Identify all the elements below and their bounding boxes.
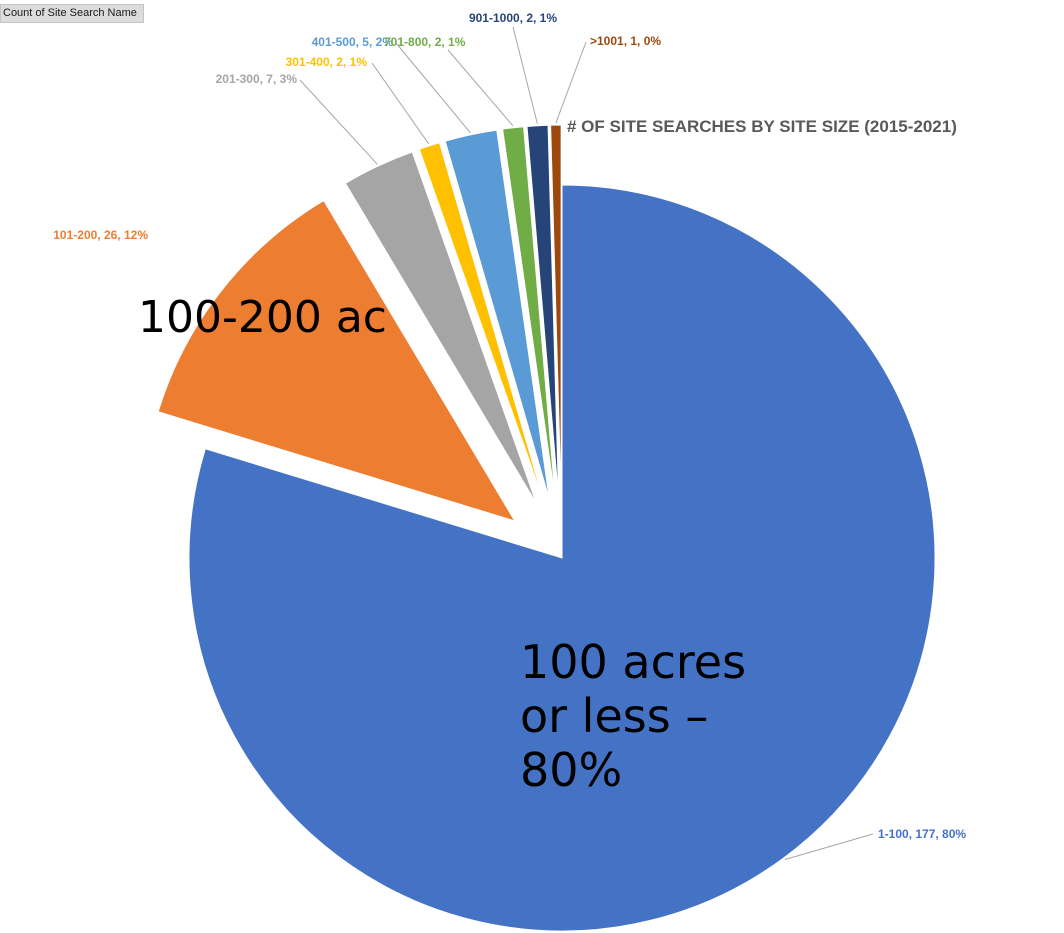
- pie-slice-1-100[interactable]: [188, 184, 936, 932]
- chart-title: # OF SITE SEARCHES BY SITE SIZE (2015-20…: [567, 117, 957, 136]
- pie-slice-301-400[interactable]: [418, 142, 545, 502]
- leader-line: [299, 79, 378, 165]
- data-label: 901-1000, 2, 1%: [469, 11, 557, 25]
- pie-slice-901-1000[interactable]: [526, 124, 560, 499]
- annotation-mid: 100-200 ac: [138, 292, 387, 343]
- leader-line: [371, 62, 430, 145]
- annotations: 100 acres or less –80% 100-200 ac: [138, 292, 746, 797]
- pie-slice-401-500[interactable]: [444, 129, 550, 500]
- data-label: >1001, 1, 0%: [590, 34, 661, 48]
- leader-lines: [299, 26, 874, 860]
- leader-line: [555, 41, 587, 124]
- data-label: 201-300, 7, 3%: [216, 72, 298, 86]
- data-label: 301-400, 2, 1%: [286, 55, 368, 69]
- data-label: 401-500, 5, 2%: [312, 35, 394, 49]
- annotation-small: 100 acres or less –80%: [520, 635, 746, 797]
- leader-line: [784, 833, 874, 860]
- pivot-field-button[interactable]: Count of Site Search Name: [0, 4, 144, 23]
- pie-slice-201-300[interactable]: [344, 151, 537, 504]
- data-label: 701-800, 2, 1%: [384, 35, 466, 49]
- pie-slice-1001[interactable]: [550, 124, 562, 499]
- pie-slice-701-800[interactable]: [502, 126, 556, 499]
- data-labels: 1-100, 177, 80% 101-200, 26, 12% 201-300, …: [53, 11, 966, 841]
- data-label: 1-100, 177, 80%: [878, 827, 966, 841]
- data-label: 101-200, 26, 12%: [53, 228, 148, 242]
- leader-line: [395, 42, 471, 134]
- pie-slice-101-200[interactable]: [157, 199, 516, 522]
- leader-line: [512, 26, 538, 124]
- leader-line: [447, 49, 514, 127]
- pie-slices: [157, 124, 936, 932]
